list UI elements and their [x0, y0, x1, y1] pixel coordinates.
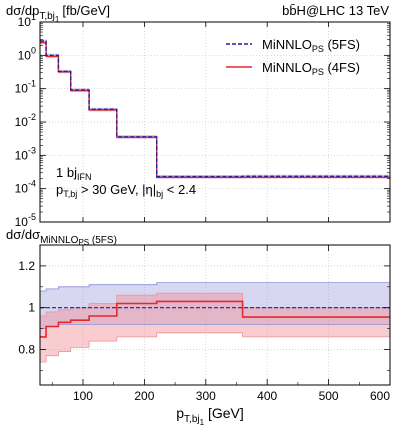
- main-y-tick-label: 100: [18, 45, 36, 62]
- ratio-y-tick-label: 0.8: [18, 342, 35, 356]
- ratio-y-tick-label: 1.2: [18, 259, 35, 273]
- legend-label-4fs: MiNNLOPS (4FS): [262, 60, 360, 77]
- ratio-x-tick-label: 500: [319, 389, 339, 403]
- ratio-band-5fs: [116, 284, 157, 325]
- ratio-y-tick-label: 1: [28, 301, 35, 315]
- ratio-band-5fs: [40, 290, 47, 329]
- ratio-band-4fs: [116, 295, 157, 337]
- main-y-tick-label: 101: [18, 12, 36, 29]
- ratio-band-4fs: [156, 293, 243, 333]
- main-grid: [40, 22, 391, 222]
- main-axis-ticks: 101 100 10-1 10-2 10-3 10-4 10-5: [15, 12, 391, 229]
- ratio-band-5fs: [58, 286, 71, 325]
- ratio-x-tick-label: 100: [73, 389, 93, 403]
- main-panel: 101 100 10-1 10-2 10-3 10-4 10-5 dσ/dpT,bj1[fb…: [6, 3, 391, 229]
- main-y-tick-label: 10-3: [15, 145, 36, 162]
- ratio-band-edge-4fs: [40, 332, 390, 363]
- main-y-tick-label: 10-2: [15, 112, 36, 129]
- main-y-tick-label: 10-1: [15, 79, 36, 96]
- main-y-label: dσ/dpT,bj1[fb/GeV]: [6, 3, 110, 24]
- ratio-y-label: dσ/dσMiNNLOPS (5FS): [6, 227, 117, 247]
- ratio-plot-frame: [39, 244, 391, 386]
- cut-annotation-line1: 1 bjIFN: [56, 165, 91, 182]
- ratio-band-4fs: [58, 309, 71, 352]
- ratio-line-4fs: [40, 300, 390, 338]
- ratio-x-tick-label: 200: [134, 389, 154, 403]
- ratio-panel: 100 200 300 400 500 600 0.8 1 1.2 dσ/dσMiNNLOPS …: [6, 227, 391, 427]
- cut-annotation-line2: pT,bj > 30 GeV, |η|bj < 2.4: [56, 182, 196, 199]
- ratio-band-5fs: [89, 284, 117, 325]
- ratio-band-4fs: [242, 307, 390, 337]
- ratio-series-layer: [40, 282, 390, 363]
- ratio-x-tick-label: 600: [370, 389, 390, 403]
- ratio-band-4fs: [46, 311, 59, 356]
- main-band-5fs: [242, 174, 390, 178]
- ratio-band-5fs: [70, 286, 90, 325]
- legend: MiNNLOPS (5FS) MiNNLOPS (4FS): [226, 37, 360, 77]
- ratio-band-5fs: [156, 282, 243, 325]
- ratio-axis-ticks: 100 200 300 400 500 600 0.8 1 1.2: [18, 245, 391, 403]
- ratio-x-tick-label: 300: [196, 389, 216, 403]
- process-label: bb̄H@LHC 13 TeV: [282, 3, 389, 18]
- ratio-band-edge-4fs: [40, 292, 390, 317]
- main-y-tick-label: 10-4: [15, 179, 36, 196]
- legend-label-5fs: MiNNLOPS (5FS): [262, 37, 360, 54]
- main-y-tick-label: 10-5: [15, 212, 36, 229]
- ratio-band-4fs: [70, 307, 90, 348]
- ratio-x-tick-label: 400: [257, 389, 277, 403]
- main-line-5fs: [40, 40, 390, 178]
- ratio-band-4fs: [89, 303, 117, 342]
- ratio-band-4fs: [40, 316, 47, 363]
- x-axis-label: pT,bj1 [GeV]: [176, 405, 244, 427]
- main-series-layer: [40, 39, 390, 179]
- ratio-band-edge-5fs: [40, 282, 390, 292]
